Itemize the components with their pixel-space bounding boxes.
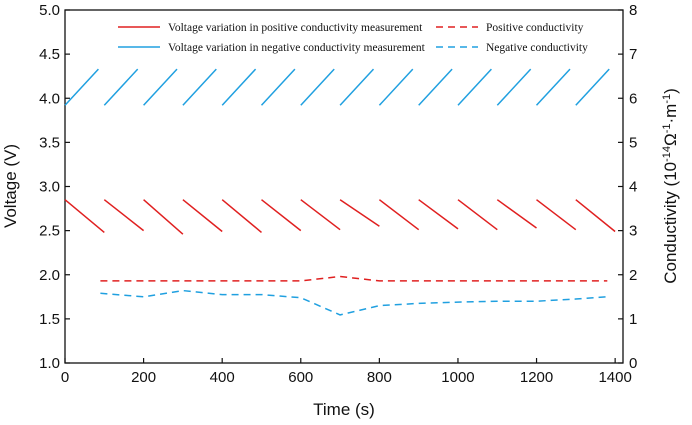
voltage-variation-in-positive-conductivity-measurement-segment [261, 199, 302, 232]
voltage-variation-in-positive-conductivity-measurement-segment [221, 199, 262, 233]
x-axis-title: Time (s) [313, 400, 375, 419]
y-left-tick-label: 3.5 [39, 134, 60, 151]
voltage-variation-in-negative-conductivity-measurement-segment [300, 68, 335, 106]
axis-labels: Time (s) Voltage (V) Conductivity (10-14… [1, 88, 680, 419]
voltage-variation-in-negative-conductivity-measurement-segment [378, 68, 414, 106]
legend-label: Voltage variation in negative conductivi… [168, 42, 426, 54]
voltage-variation-in-positive-conductivity-measurement-segment [182, 199, 223, 233]
x-tick-label: 1000 [441, 369, 474, 386]
voltage-variation-in-positive-conductivity-measurement-segment [300, 199, 341, 231]
voltage-variation-in-negative-conductivity-measurement-segment [64, 68, 99, 106]
superscript: -14 [661, 146, 673, 162]
y-right-tick-label: 1 [629, 311, 637, 328]
voltage-variation-in-positive-conductivity-measurement-segment [418, 199, 459, 230]
y-right-tick-label: 6 [629, 90, 637, 107]
voltage-variation-in-negative-conductivity-measurement-segment [260, 68, 296, 106]
voltage-variation-in-negative-conductivity-measurement-segment [221, 68, 257, 106]
y-right-tick-label: 7 [629, 46, 637, 63]
y-right-tick-label: 2 [629, 267, 637, 284]
superscript: -1 [661, 123, 673, 133]
y-right-tick-label: 3 [629, 223, 637, 240]
x-tick-label: 0 [61, 369, 69, 386]
plot-frame [64, 9, 624, 364]
y-left-tick-label: 2.5 [39, 223, 60, 240]
voltage-variation-in-positive-conductivity-measurement-segment [64, 199, 105, 233]
y-right-tick-label: 4 [629, 179, 637, 196]
title-part: ·m [661, 104, 680, 124]
voltage-variation-in-negative-conductivity-measurement-segment [457, 68, 492, 106]
voltage-variation-in-positive-conductivity-measurement-segment [339, 199, 380, 227]
y-left-tick-label: 1.5 [39, 311, 60, 328]
y-axis-right-title: Conductivity (10-14Ω-1·m-1) [661, 88, 680, 284]
voltage-variation-in-negative-conductivity-measurement-segment [182, 68, 217, 106]
y-left-tick-label: 2.0 [39, 267, 60, 284]
voltage-variation-in-positive-conductivity-measurement-segment [457, 199, 498, 231]
ticks-layer: 0 200 400 600 800 1000 1200 1400 1.0 1.5 2.0 2.5 3.0… [39, 2, 637, 386]
voltage-variation-in-negative-conductivity-measurement-segment [339, 68, 375, 106]
title-part: ) [661, 88, 680, 94]
voltage-variation-in-negative-conductivity-measurement-segment [418, 68, 453, 106]
y-left-tick-label: 4.0 [39, 90, 60, 107]
y-left-tick-label: 5.0 [39, 2, 60, 19]
voltage-variation-in-negative-conductivity-measurement-segment [575, 68, 610, 106]
title-part: Conductivity (10 [661, 162, 680, 284]
x-tick-label: 400 [210, 369, 235, 386]
y-left-tick-label: 1.0 [39, 355, 60, 372]
y-left-tick-label: 3.0 [39, 179, 60, 196]
legend-label: Positive conductivity [486, 22, 584, 34]
legend-label: Voltage variation in positive conductivi… [168, 22, 423, 34]
voltage-variation-in-positive-conductivity-measurement-segment [143, 199, 184, 235]
x-tick-label: 600 [288, 369, 313, 386]
voltage-variation-in-negative-conductivity-measurement-segment [143, 68, 178, 106]
voltage-variation-in-positive-conductivity-measurement-segment [103, 199, 145, 232]
voltage-variation-in-negative-conductivity-measurement-segment [535, 68, 571, 106]
positive-conductivity-line [100, 275, 608, 282]
y-right-tick-label: 0 [629, 355, 637, 372]
voltage-variation-in-positive-conductivity-measurement-segment [378, 199, 420, 231]
voltage-variation-in-negative-conductivity-measurement-segment [103, 68, 139, 106]
plot-area [64, 9, 624, 364]
y-right-tick-label: 8 [629, 2, 637, 19]
negative-conductivity-line [100, 289, 608, 316]
y-left-tick-label: 4.5 [39, 46, 60, 63]
superscript: -1 [661, 94, 673, 104]
x-tick-label: 800 [367, 369, 392, 386]
series-layer [64, 68, 616, 316]
voltage-variation-in-positive-conductivity-measurement-segment [575, 199, 616, 233]
x-tick-label: 1400 [598, 369, 631, 386]
voltage-variation-in-negative-conductivity-measurement-segment [496, 68, 532, 106]
legend: Voltage variation in positive conductivi… [118, 22, 588, 54]
title-part: Ω [661, 133, 680, 146]
y-axis-left-title: Voltage (V) [1, 144, 20, 228]
x-tick-label: 1200 [520, 369, 553, 386]
y-right-tick-label: 5 [629, 134, 637, 151]
x-tick-label: 200 [131, 369, 156, 386]
voltage-variation-in-positive-conductivity-measurement-segment [536, 199, 577, 231]
legend-label: Negative conductivity [486, 42, 588, 54]
voltage-variation-in-positive-conductivity-measurement-segment [496, 199, 537, 229]
